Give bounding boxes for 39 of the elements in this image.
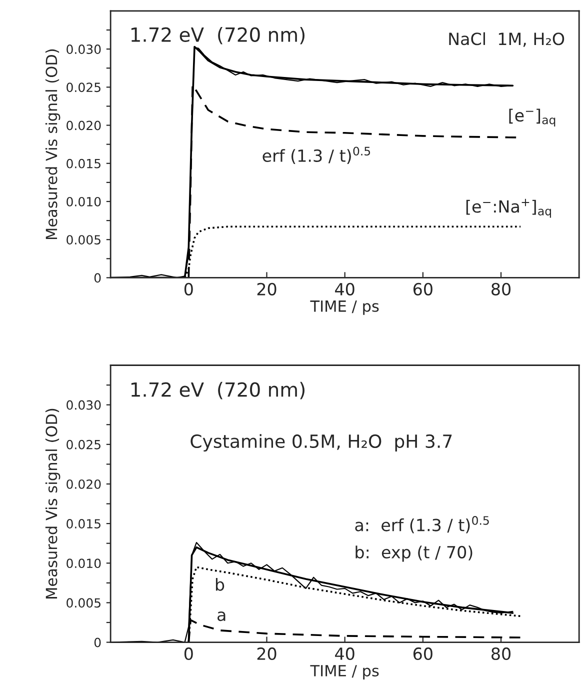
y-tick-label: 0.010 (66, 196, 101, 206)
annotation: b (216, 578, 224, 591)
x-tick-label: 40 (335, 282, 354, 296)
y-tick-label: 0.020 (66, 120, 101, 130)
y-axis-title: Measured Vis signal (OD) (45, 408, 60, 598)
x-tick-label: 80 (492, 282, 510, 296)
annotation: erf (1.3 / t)$^{0.5}$ (262, 146, 370, 164)
text: 1.72 eV (720 nm) (131, 382, 304, 400)
y-tick-label: 0.030 (66, 400, 101, 410)
x-tick-label: 80 (492, 647, 510, 660)
x-tick-label: 0 (184, 282, 193, 296)
x-axis-title: TIME / ps (310, 300, 379, 315)
annotation: a (218, 612, 226, 622)
y-tick-label: 0.020 (66, 479, 101, 489)
x-tick-label: 40 (335, 647, 354, 660)
y-tick-label: 0.030 (66, 44, 101, 54)
text: NaCl 1M, H₂O (449, 32, 564, 47)
y-tick-label: 0.025 (66, 82, 100, 92)
x-tick-label: 20 (257, 282, 276, 296)
y-tick-label: 0.005 (66, 598, 100, 608)
x-tick-label: 60 (413, 647, 432, 660)
text: 1.72 eV (720 nm) (131, 26, 304, 44)
x-tick-label: 0 (184, 647, 193, 660)
text: Cystamine 0.5M, H₂O pH 3.7 (190, 434, 452, 452)
x-tick-label: 60 (413, 282, 432, 296)
y-tick-label: 0.015 (66, 158, 100, 168)
annotation: [e$^{−}$]$_{aq}$ (509, 108, 556, 127)
annotation: b: exp (t / 70) (356, 546, 472, 562)
x-axis-title: TIME / ps (310, 665, 379, 680)
y-tick-label: 0.025 (66, 440, 100, 450)
y-axis-title: Measured Vis signal (OD) (45, 49, 60, 240)
y-tick-label: 0 (94, 638, 101, 648)
x-tick-label: 20 (257, 647, 276, 660)
y-tick-label: 0.010 (66, 558, 101, 568)
annotation: a: erf (1.3 / t)$^{0.5}$ (355, 516, 489, 534)
y-tick-label: 0.005 (66, 235, 100, 245)
y-tick-label: 0 (94, 273, 101, 283)
annotation: [e$^{−}$:Na$^{+}$]$_{aq}$ (466, 198, 551, 218)
y-tick-label: 0.015 (66, 519, 100, 528)
